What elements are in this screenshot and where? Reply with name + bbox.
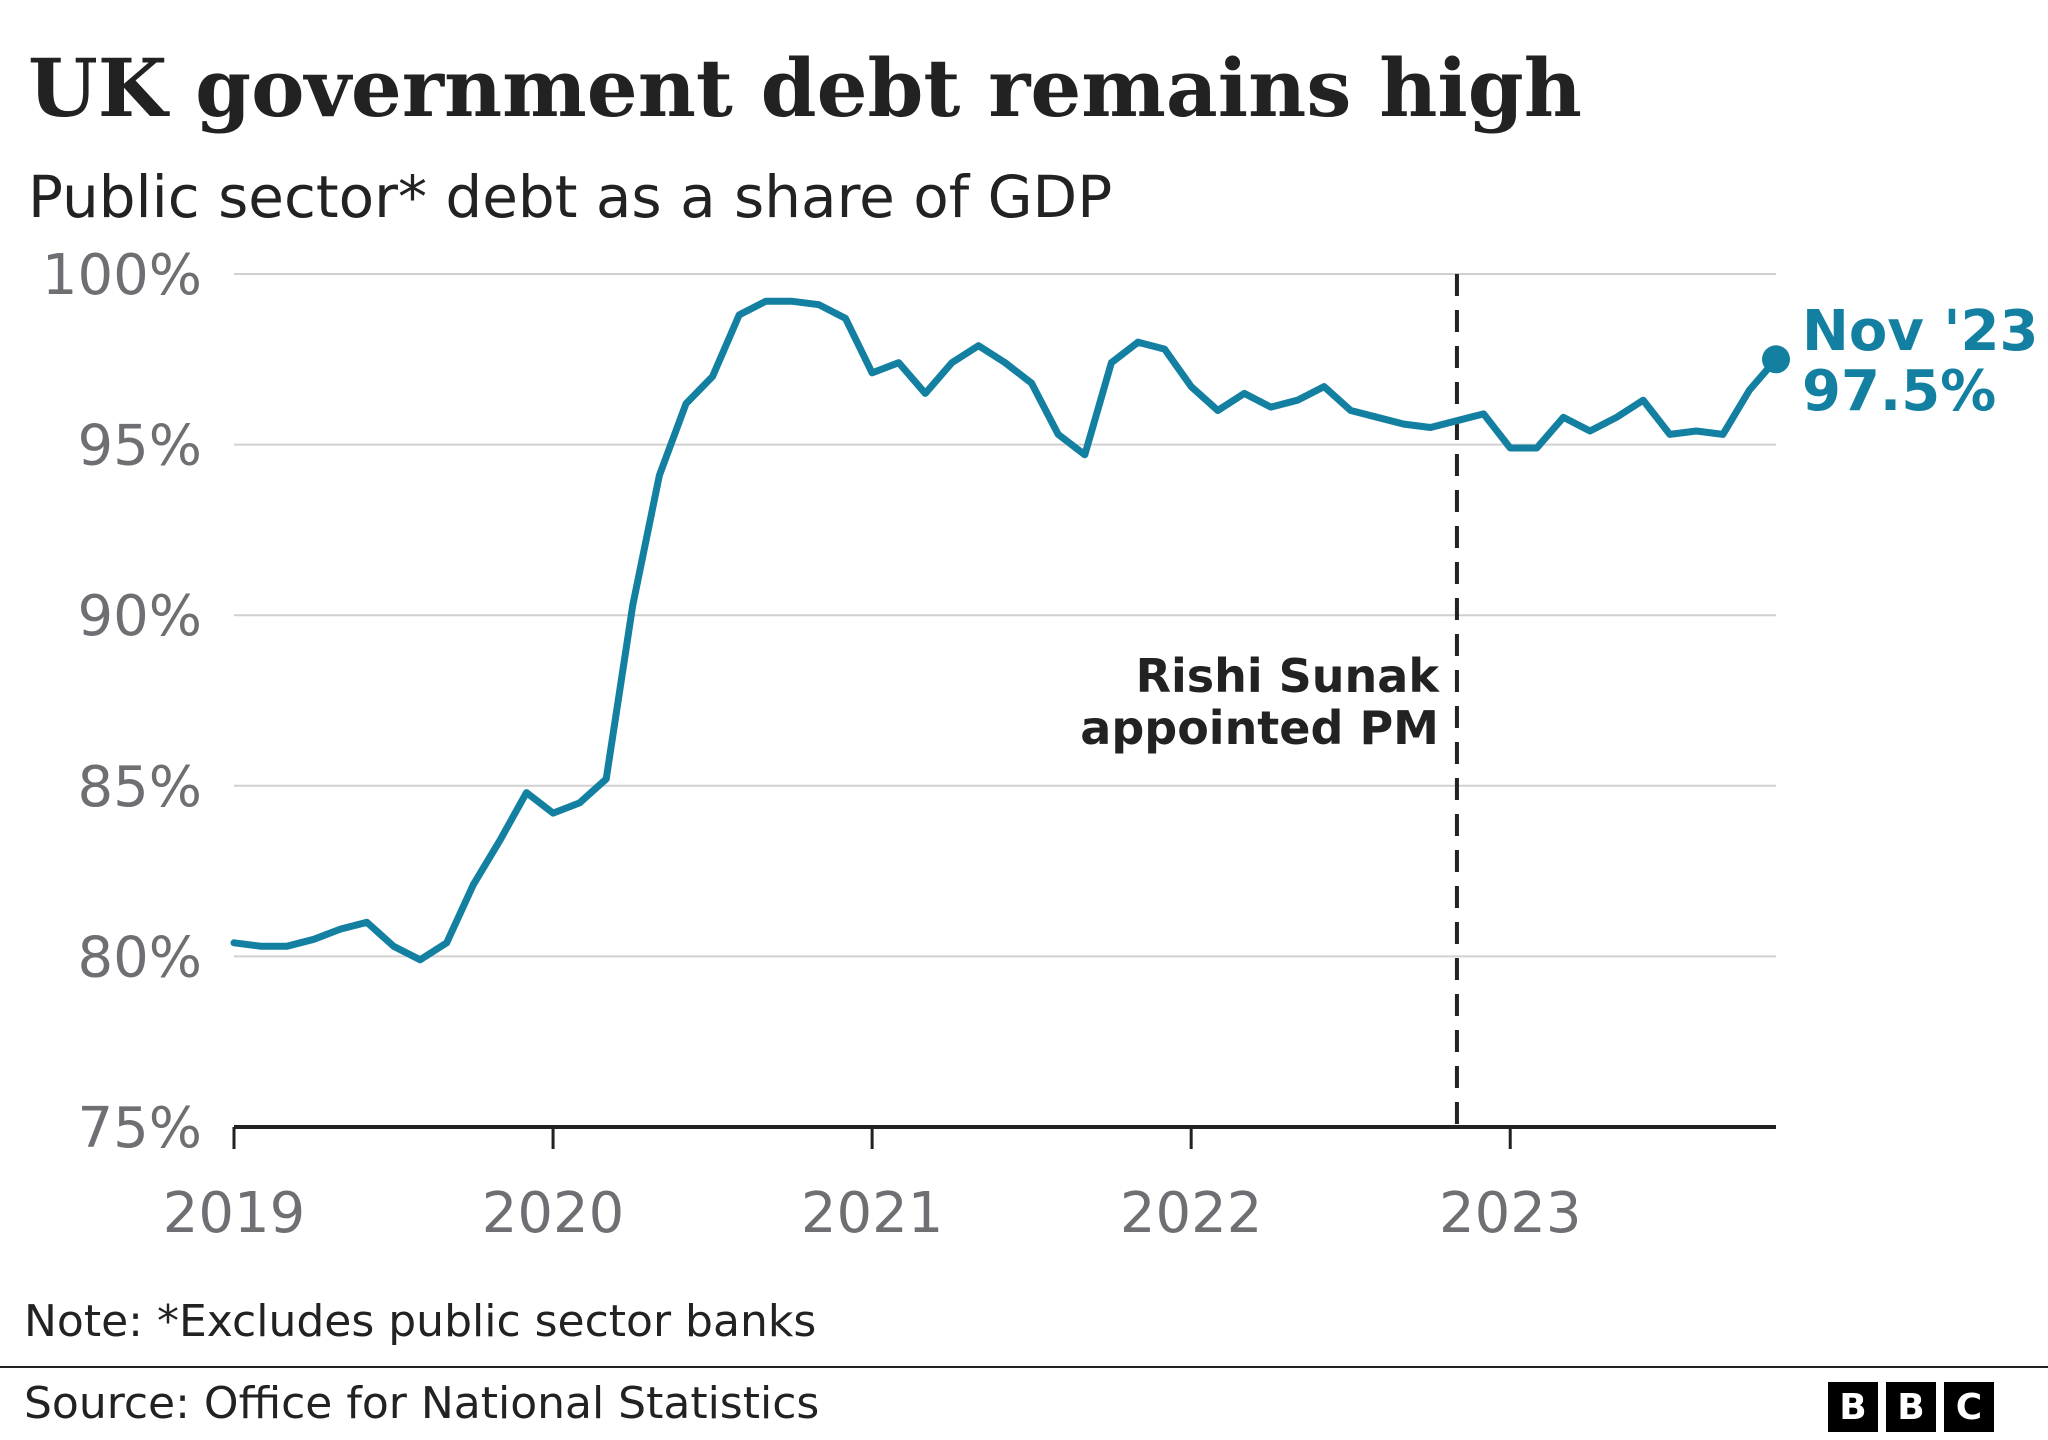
y-tick-label: 75%	[78, 1096, 202, 1161]
logo-letter: C	[1944, 1382, 1994, 1432]
y-tick-label: 90%	[78, 584, 202, 649]
chart-note: Note: *Excludes public sector banks	[24, 1296, 817, 1347]
logo-letter: B	[1828, 1382, 1878, 1432]
x-tick-label: 2020	[482, 1181, 625, 1246]
x-tick-label: 2022	[1120, 1181, 1263, 1246]
x-tick-label: 2019	[163, 1181, 306, 1246]
annotation-label: appointed PM	[1080, 701, 1439, 755]
x-axis-ticks: 2019 2020 2021 2022 2023	[163, 1127, 1582, 1246]
y-tick-label: 100%	[42, 243, 202, 308]
y-tick-label: 85%	[78, 755, 202, 820]
end-point-label: Nov '23	[1802, 299, 2038, 364]
x-tick-label: 2021	[801, 1181, 944, 1246]
end-point-label: 97.5%	[1802, 359, 1996, 424]
annotation-label: Rishi Sunak	[1136, 649, 1441, 703]
logo-letter: B	[1886, 1382, 1936, 1432]
x-tick-label: 2023	[1439, 1181, 1582, 1246]
end-point-marker	[1762, 345, 1790, 374]
series-layer	[230, 297, 1780, 964]
chart-subtitle: Public sector* debt as a share of GDP	[28, 163, 1113, 231]
gridlines	[234, 273, 1776, 1129]
y-axis-ticks: 100% 95% 90% 85% 80% 75%	[42, 243, 202, 1161]
chart-source: Source: Office for National Statistics	[24, 1378, 820, 1429]
y-tick-label: 80%	[78, 925, 202, 990]
chart-title: UK government debt remains high	[28, 41, 1582, 135]
y-tick-label: 95%	[78, 414, 202, 479]
footer-divider	[0, 1366, 2048, 1368]
series-line	[230, 297, 1780, 964]
bbc-logo: B B C	[1828, 1382, 1994, 1432]
